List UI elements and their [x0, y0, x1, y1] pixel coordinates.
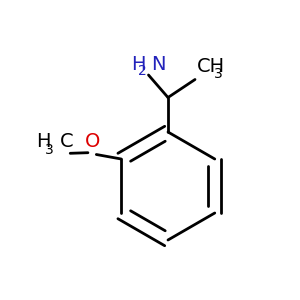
Text: H: H — [36, 132, 51, 151]
Text: H: H — [131, 55, 146, 74]
Text: 3: 3 — [45, 143, 54, 157]
Text: O: O — [85, 132, 100, 151]
Text: 2: 2 — [138, 64, 147, 78]
Text: 3: 3 — [214, 67, 222, 81]
Text: N: N — [152, 55, 166, 74]
Text: C: C — [60, 132, 74, 151]
Text: CH: CH — [196, 58, 225, 76]
